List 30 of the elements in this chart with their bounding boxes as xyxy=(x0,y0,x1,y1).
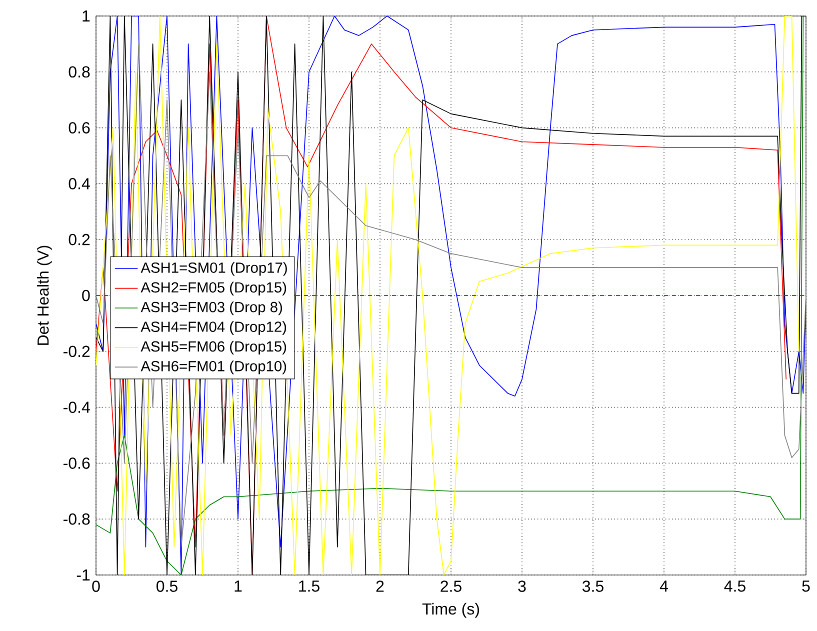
legend-label: ASH5=FM06 (Drop15) xyxy=(140,340,286,355)
y-tick-label: -1 xyxy=(76,569,90,580)
y-tick-label: 1 xyxy=(82,10,90,22)
y-tick-label: -0.2 xyxy=(64,346,90,358)
x-tick-label: 0 xyxy=(92,580,100,592)
legend-label: ASH4=FM04 (Drop12) xyxy=(140,321,286,335)
y-tick-label: 0.8 xyxy=(68,66,90,78)
y-tick-label: -0.8 xyxy=(64,513,90,525)
x-tick-label: 0.5 xyxy=(156,580,178,592)
x-tick-label: 3.5 xyxy=(582,580,604,592)
legend-label: ASH1=SM01 (Drop17) xyxy=(140,262,287,276)
y-tick-label: -0.4 xyxy=(64,402,90,413)
x-tick-label: 1 xyxy=(234,580,242,592)
x-tick-label: 5 xyxy=(802,580,810,592)
x-tick-label: 3 xyxy=(518,580,526,592)
legend-label: ASH2=FM05 (Drop15) xyxy=(140,282,286,296)
y-tick-label: 0 xyxy=(82,290,90,302)
y-tick-label: -0.6 xyxy=(64,458,90,469)
x-tick-label: 1.5 xyxy=(299,580,320,592)
x-tick-label: 4 xyxy=(660,580,668,592)
x-tick-label: 2.5 xyxy=(440,580,462,592)
legend-label: ASH6=FM01 (Drop10) xyxy=(140,360,286,374)
x-tick-label: 2 xyxy=(376,580,384,592)
y-axis-title: Det Health (V) xyxy=(37,246,52,345)
x-tick-label: 4.5 xyxy=(724,580,746,592)
y-tick-label: 0.4 xyxy=(68,178,90,190)
y-tick-label: 0.2 xyxy=(68,234,90,246)
legend-label: ASH3=FM03 (Drop 8) xyxy=(140,301,282,316)
x-axis-title: Time (s) xyxy=(422,602,480,618)
y-tick-label: 0.6 xyxy=(68,122,90,134)
